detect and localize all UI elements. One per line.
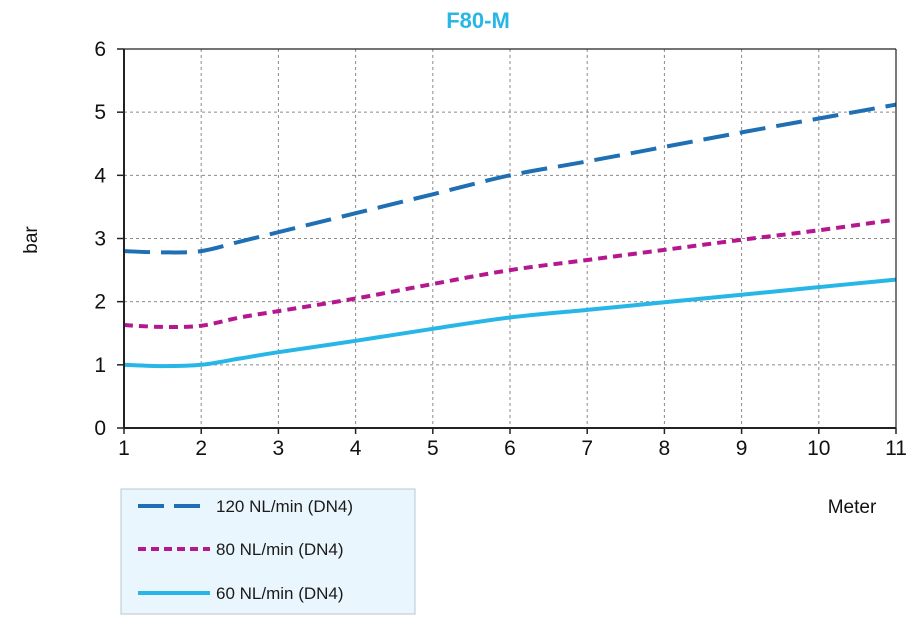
series-line-2 bbox=[123, 277, 897, 369]
axes bbox=[117, 48, 897, 434]
chart-title: F80-M bbox=[446, 8, 510, 33]
legend-box bbox=[120, 488, 416, 615]
y-axis-label: bar bbox=[21, 226, 42, 254]
x-tick-label: 4 bbox=[350, 437, 362, 460]
y-tick-label: 3 bbox=[94, 228, 106, 251]
x-tick-label: 7 bbox=[581, 437, 593, 460]
series-line-1 bbox=[123, 217, 897, 329]
x-tick-label: 9 bbox=[736, 437, 748, 460]
x-tick-label: 10 bbox=[807, 437, 830, 460]
x-tick-label: 2 bbox=[195, 437, 207, 460]
legend-label-2: 60 NL/min (DN4) bbox=[216, 584, 344, 603]
legend: 120 NL/min (DN4) 80 NL/min (DN4) 60 NL/min… bbox=[120, 488, 416, 615]
x-axis-label: Meter bbox=[828, 497, 877, 518]
x-tick-label: 6 bbox=[504, 437, 516, 460]
series-line-0 bbox=[123, 102, 897, 255]
series-layer bbox=[123, 102, 897, 369]
grid-lines bbox=[124, 49, 896, 428]
y-tick-label: 0 bbox=[94, 417, 106, 440]
y-tick-label: 1 bbox=[94, 354, 106, 377]
y-tick-label: 4 bbox=[94, 164, 106, 187]
y-tick-label: 2 bbox=[94, 291, 106, 314]
x-tick-label: 5 bbox=[427, 437, 439, 460]
y-tick-label: 6 bbox=[94, 38, 106, 61]
x-tick-label: 3 bbox=[273, 437, 285, 460]
x-tick-label: 11 bbox=[885, 437, 907, 460]
legend-label-0: 120 NL/min (DN4) bbox=[216, 497, 353, 516]
x-tick-label: 1 bbox=[118, 437, 130, 460]
y-tick-label: 5 bbox=[94, 101, 106, 124]
x-tick-label: 8 bbox=[659, 437, 671, 460]
legend-label-1: 80 NL/min (DN4) bbox=[216, 540, 344, 559]
